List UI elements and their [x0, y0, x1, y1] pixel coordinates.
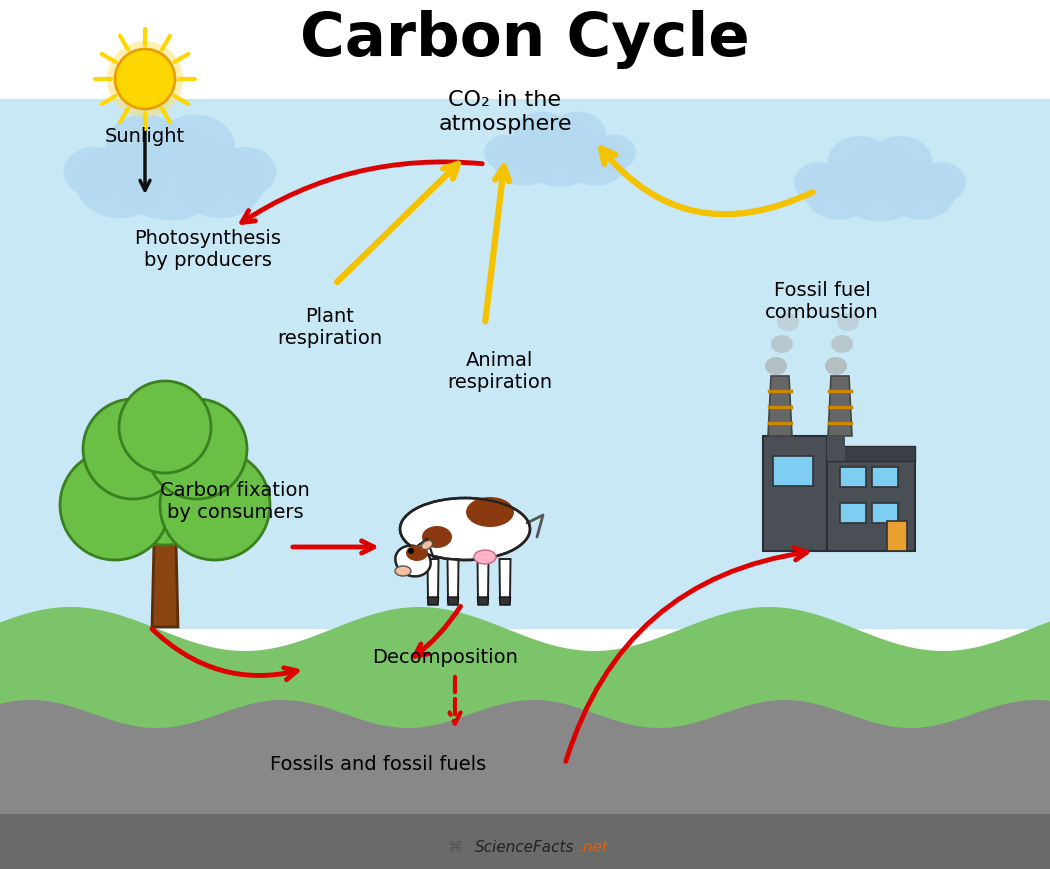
- Polygon shape: [447, 597, 459, 606]
- Polygon shape: [500, 597, 510, 606]
- Text: Carbon Cycle: Carbon Cycle: [300, 10, 750, 70]
- Ellipse shape: [565, 136, 628, 186]
- Ellipse shape: [474, 550, 496, 564]
- Ellipse shape: [592, 136, 636, 171]
- Ellipse shape: [422, 527, 452, 548]
- Polygon shape: [0, 607, 1050, 869]
- Polygon shape: [478, 597, 488, 606]
- Polygon shape: [827, 436, 845, 461]
- Ellipse shape: [112, 129, 228, 221]
- Ellipse shape: [868, 136, 932, 189]
- Polygon shape: [768, 376, 792, 436]
- Ellipse shape: [831, 335, 853, 354]
- Bar: [840, 503, 866, 523]
- Ellipse shape: [421, 541, 433, 550]
- Circle shape: [119, 381, 211, 474]
- Ellipse shape: [513, 112, 570, 158]
- Text: Fossils and fossil fuels: Fossils and fossil fuels: [270, 754, 486, 773]
- Polygon shape: [478, 560, 488, 600]
- Polygon shape: [763, 436, 827, 551]
- Bar: [0, 0, 1050, 100]
- Ellipse shape: [825, 357, 847, 375]
- Polygon shape: [827, 447, 915, 461]
- Ellipse shape: [765, 357, 788, 375]
- Text: ScienceFacts: ScienceFacts: [476, 839, 574, 854]
- Polygon shape: [152, 542, 179, 627]
- Ellipse shape: [834, 147, 926, 222]
- Bar: [840, 468, 866, 488]
- Text: .net: .net: [579, 839, 608, 854]
- Ellipse shape: [794, 163, 844, 203]
- Circle shape: [83, 400, 183, 500]
- Ellipse shape: [395, 546, 430, 577]
- Polygon shape: [500, 560, 510, 600]
- Bar: [0, 814, 1050, 869]
- Ellipse shape: [771, 335, 793, 354]
- Bar: [0, 100, 1050, 629]
- Ellipse shape: [466, 497, 514, 527]
- Polygon shape: [0, 700, 1050, 869]
- Ellipse shape: [492, 136, 555, 186]
- Polygon shape: [413, 540, 435, 569]
- Ellipse shape: [917, 163, 966, 203]
- Ellipse shape: [400, 499, 530, 561]
- Circle shape: [60, 450, 170, 561]
- Bar: [872, 503, 898, 523]
- Polygon shape: [447, 560, 459, 600]
- Polygon shape: [427, 597, 439, 606]
- Text: Sunlight: Sunlight: [105, 128, 185, 146]
- Ellipse shape: [64, 148, 125, 197]
- Circle shape: [107, 42, 183, 118]
- Polygon shape: [827, 461, 915, 551]
- Circle shape: [97, 409, 233, 546]
- Ellipse shape: [519, 122, 601, 188]
- Circle shape: [160, 450, 270, 561]
- Text: Photosynthesis
by producers: Photosynthesis by producers: [134, 229, 281, 270]
- Bar: [773, 456, 813, 487]
- Polygon shape: [427, 560, 439, 600]
- Ellipse shape: [885, 163, 957, 221]
- Polygon shape: [828, 376, 852, 436]
- Ellipse shape: [827, 136, 891, 189]
- Circle shape: [408, 548, 414, 554]
- Bar: [887, 521, 907, 551]
- Ellipse shape: [549, 112, 606, 158]
- Text: ⌘: ⌘: [447, 839, 463, 854]
- Circle shape: [116, 50, 175, 109]
- Ellipse shape: [105, 116, 185, 180]
- Ellipse shape: [777, 314, 799, 332]
- Bar: [872, 468, 898, 488]
- Ellipse shape: [406, 546, 428, 561]
- Ellipse shape: [76, 148, 164, 219]
- Ellipse shape: [484, 136, 528, 171]
- Ellipse shape: [176, 148, 265, 219]
- Text: Fossil fuel
combustion: Fossil fuel combustion: [765, 282, 879, 322]
- Ellipse shape: [395, 567, 411, 576]
- Text: Plant
respiration: Plant respiration: [277, 307, 382, 348]
- Ellipse shape: [837, 314, 859, 332]
- Text: Carbon fixation
by consumers: Carbon fixation by consumers: [160, 481, 310, 522]
- Text: Decomposition: Decomposition: [372, 647, 518, 667]
- Text: Animal
respiration: Animal respiration: [447, 351, 552, 392]
- Ellipse shape: [155, 116, 235, 180]
- Ellipse shape: [215, 148, 276, 197]
- Ellipse shape: [803, 163, 875, 221]
- Circle shape: [147, 400, 247, 500]
- Text: CO₂ in the
atmosphere: CO₂ in the atmosphere: [438, 90, 572, 134]
